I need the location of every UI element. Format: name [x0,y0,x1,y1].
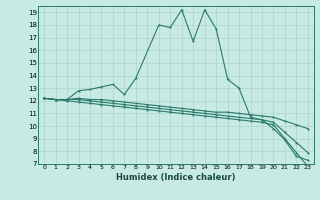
X-axis label: Humidex (Indice chaleur): Humidex (Indice chaleur) [116,173,236,182]
